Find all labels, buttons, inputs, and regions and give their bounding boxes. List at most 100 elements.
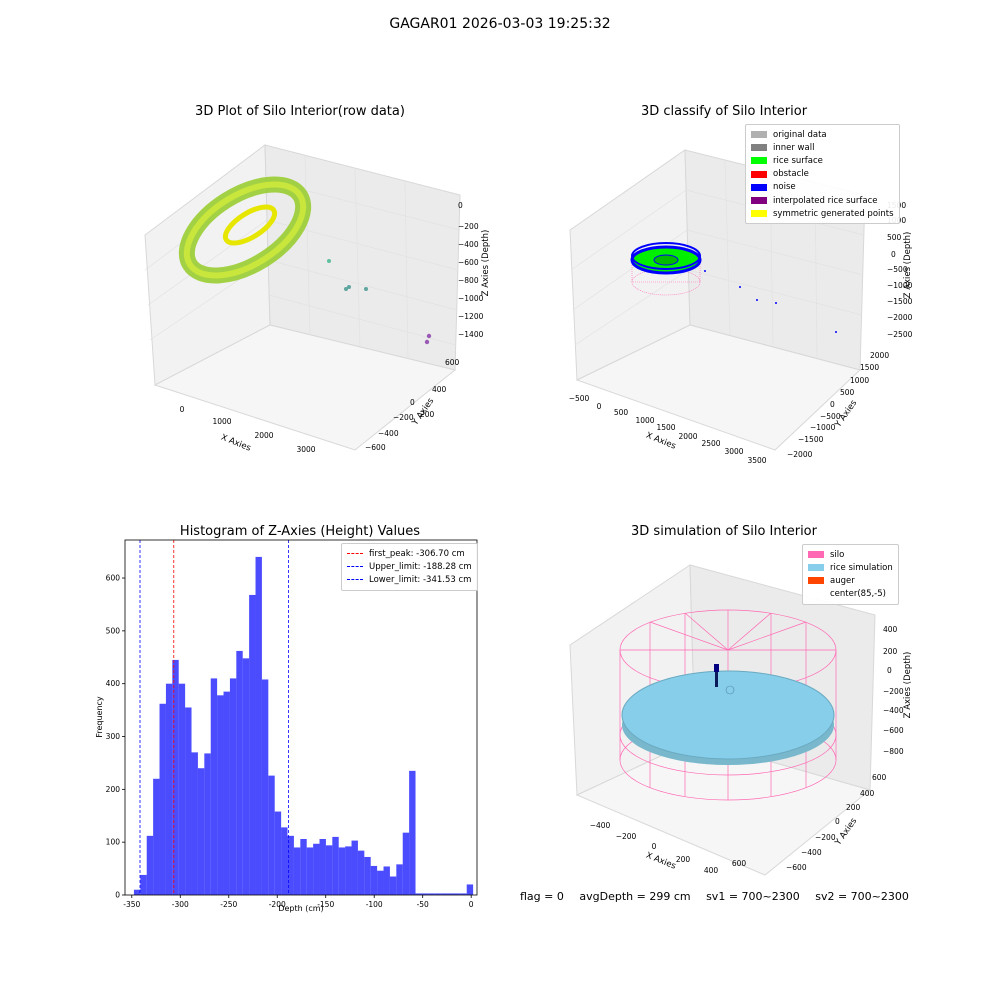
legend-item: first_peak: -306.70 cm — [347, 547, 472, 560]
histogram-ytick-label: 600 — [106, 574, 121, 583]
histogram-bar — [242, 658, 250, 895]
svg-text:1500: 1500 — [860, 363, 879, 372]
legend-item: inner wall — [751, 141, 894, 154]
svg-text:500: 500 — [887, 233, 902, 242]
svg-text:0: 0 — [835, 817, 840, 826]
histogram-bar — [159, 703, 166, 895]
svg-text:−1000: −1000 — [810, 423, 836, 432]
classify-legend: original data inner wall rice surface ob… — [745, 124, 900, 225]
simulation-z-label: Z Axies (Depth) — [903, 652, 913, 719]
raw-ytick: −200 — [393, 413, 414, 422]
legend-line — [347, 553, 363, 555]
svg-text:1000: 1000 — [635, 416, 654, 425]
legend-swatch — [808, 551, 824, 559]
svg-text:−2500: −2500 — [887, 330, 913, 339]
histogram-bar — [204, 753, 211, 895]
svg-text:−1000: −1000 — [887, 281, 913, 290]
legend-item: Upper_limit: -188.28 cm — [347, 560, 472, 573]
histogram-bar — [351, 840, 358, 895]
legend-item: Lower_limit: -341.53 cm — [347, 573, 472, 586]
simulation-x-label: X Axies — [644, 851, 677, 872]
histogram-bar — [146, 835, 154, 895]
histogram-bar — [370, 865, 378, 895]
svg-text:2000: 2000 — [678, 432, 697, 441]
legend-item: rice simulation — [808, 561, 893, 574]
histogram-bar — [428, 893, 435, 895]
histogram-bar — [165, 683, 173, 895]
simulation-rice-surface — [621, 670, 835, 765]
histogram-bar — [300, 839, 307, 895]
histogram-bar — [466, 884, 474, 895]
histogram-bar — [223, 691, 230, 895]
histogram-frame — [124, 539, 478, 896]
histogram-bar — [249, 594, 256, 895]
histogram-ytick-label: 200 — [106, 785, 121, 794]
histogram-ytick-label: 300 — [106, 732, 121, 741]
svg-text:400: 400 — [860, 789, 875, 798]
histogram-bar — [197, 768, 205, 895]
raw-xtick: 3000 — [296, 445, 315, 454]
raw-ytick: −600 — [365, 443, 386, 452]
legend-swatch — [751, 157, 767, 165]
histogram-bar — [357, 850, 365, 895]
svg-text:0: 0 — [887, 666, 892, 675]
histogram-xtick-label: -50 — [417, 900, 429, 909]
svg-text:0: 0 — [830, 400, 835, 409]
raw-y-ticks: 600 400 200 0 −200 −400 −600 — [365, 358, 460, 452]
svg-text:0: 0 — [652, 842, 657, 851]
raw-ztick: −1000 — [458, 294, 484, 303]
histogram-bar — [383, 866, 390, 895]
legend-item: symmetric generated points — [751, 207, 894, 220]
raw-ztick: −600 — [458, 258, 479, 267]
legend-swatch — [808, 590, 824, 598]
svg-text:200: 200 — [676, 855, 691, 864]
histogram-xtick-label: -350 — [123, 900, 140, 909]
histogram-bar — [185, 707, 192, 895]
svg-text:−1500: −1500 — [887, 297, 913, 306]
raw-xtick: 0 — [180, 405, 185, 414]
raw-3d-plot: 0 1000 2000 3000 X Axies 600 400 200 0 −… — [144, 144, 491, 454]
histogram-bar — [217, 695, 224, 895]
classify-silo-cluster — [630, 242, 837, 333]
raw-xtick: 2000 — [254, 431, 273, 440]
histogram-bar — [325, 845, 333, 895]
raw-ztick: −1400 — [458, 330, 484, 339]
histogram-xtick-label: -100 — [366, 900, 383, 909]
simulation-auger — [714, 664, 719, 687]
histogram-bar — [313, 843, 320, 895]
histogram-bar — [178, 683, 186, 895]
legend-item: silo — [808, 548, 893, 561]
histogram-bar — [236, 650, 243, 895]
raw-floor-pane — [153, 324, 457, 451]
raw-ytick: 200 — [420, 410, 435, 419]
sv1-text: sv1 = 700~2300 — [706, 890, 800, 903]
svg-text:−200: −200 — [815, 833, 836, 842]
raw-xtick: 1000 — [212, 417, 231, 426]
simulation-x-ticks: −400 −200 0 200 400 600 — [590, 821, 747, 875]
histogram-bar — [261, 679, 269, 895]
histogram-title: Histogram of Z-Axies (Height) Values — [179, 524, 421, 539]
svg-text:1500: 1500 — [656, 423, 675, 432]
histogram-xtick-label: -300 — [172, 900, 189, 909]
raw-ztick: −200 — [458, 222, 479, 231]
histogram-bar — [319, 839, 326, 895]
svg-text:600: 600 — [732, 859, 747, 868]
svg-text:3500: 3500 — [747, 456, 766, 465]
svg-text:400: 400 — [883, 625, 898, 634]
raw-ztick: −800 — [458, 276, 479, 285]
histogram-bar — [441, 893, 448, 895]
legend-swatch — [751, 131, 767, 139]
svg-text:−500: −500 — [569, 394, 590, 403]
histogram-ytick-label: 100 — [106, 838, 121, 847]
raw-ring-points — [178, 176, 432, 345]
svg-text:2500: 2500 — [701, 439, 720, 448]
svg-text:400: 400 — [704, 866, 719, 875]
classify-y-ticks: 2000 1500 1000 500 0 −500 −1000 −1500 −2… — [787, 351, 889, 459]
histogram-xtick-label: -250 — [220, 900, 237, 909]
histogram-bar — [402, 832, 410, 895]
histogram-bar — [255, 556, 262, 895]
raw-ytick: 0 — [410, 398, 415, 407]
histogram-bar — [287, 835, 294, 895]
flag-text: flag = 0 — [520, 890, 564, 903]
raw-ytick: 400 — [432, 385, 447, 394]
